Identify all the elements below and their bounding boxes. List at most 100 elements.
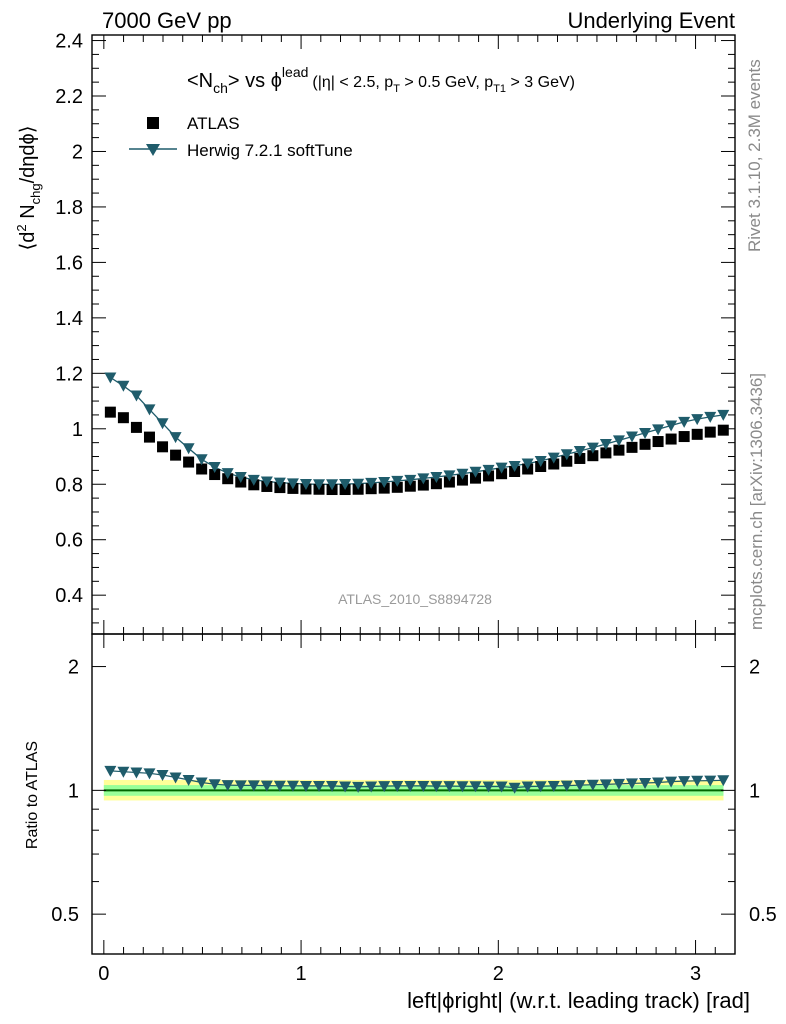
herwig-point [560,449,573,461]
ratio-point [208,779,221,791]
ratio-point [443,781,456,793]
ylabel-sub: chg [28,183,43,204]
atlas-point [613,444,625,456]
atlas-point [665,433,677,445]
atlas-point [209,469,221,481]
herwig-point [104,372,117,384]
ratio-plot-area [91,633,736,955]
atlas-point [717,424,729,436]
herwig-point [365,477,378,489]
herwig-point [456,468,469,480]
ratio-point [495,781,508,793]
main-y-tick-label: 1.4 [55,308,83,330]
atlas-point [561,455,573,467]
ratio-point [130,767,143,779]
ratio-point [534,781,547,793]
herwig-point [391,475,404,487]
herwig-point [378,477,391,489]
legend: ATLAS Herwig 7.2.1 softTune [129,114,353,160]
atlas-point [170,449,182,461]
ratio-y-tick-label-right: 2 [749,657,760,679]
ratio-point [365,781,378,793]
ratio-y-tick-label: 0.5 [51,904,79,926]
ratio-y-tick-label-right: 0.5 [749,904,777,926]
x-axis-label: left|ϕright| (w.r.t. leading track) [rad… [407,988,750,1013]
ratio-point [143,768,156,780]
ratio-point [678,776,691,788]
atlas-point [404,480,416,492]
ratio-point [286,780,299,792]
atlas-point [600,447,612,459]
herwig-point [443,470,456,482]
ratio-point [247,780,260,792]
ratio-point [326,780,339,792]
herwig-point [704,411,717,423]
herwig-point [521,458,534,470]
title-t: T [393,83,400,95]
herwig-point [130,390,143,402]
title-n: <N [187,70,213,92]
ratio-point [117,766,130,778]
atlas-point [483,470,495,482]
main-y-tick-label: 0.8 [55,474,83,496]
atlas-point [196,463,208,475]
herwig-point [234,472,247,484]
title-phi: ϕ [271,70,282,92]
herwig-point [691,414,704,426]
atlas-point [183,456,195,468]
ratio-point [391,780,404,792]
title-t1: T1 [493,83,506,95]
title-ch: ch [213,80,228,96]
herwig-point [508,460,521,472]
atlas-point [391,481,403,493]
herwig-point [639,427,652,439]
main-axis-ticks [92,35,736,634]
x-tick-label: 0 [98,963,109,985]
atlas-point [704,426,716,438]
ratio-point [352,781,365,793]
ratio-point [652,777,665,789]
ratio-point [612,778,625,790]
main-panel: 0.40.60.811.21.41.61.822.22.4 ⟨d2 Nchg/d… [14,31,736,635]
atlas-point [430,478,442,490]
ratio-point [586,779,599,791]
ratio-point [195,777,208,789]
ratio-point [417,780,430,792]
herwig-point [534,455,547,467]
ylabel-part-b: N [17,204,39,224]
herwig-point [665,420,678,432]
header-left: 7000 GeV pp [102,8,232,33]
atlas-point [157,441,169,453]
herwig-point [678,416,691,428]
herwig-point [495,462,508,474]
herwig-point [208,462,221,474]
atlas-point [639,438,651,450]
ratio-point [273,780,286,792]
herwig-point [573,445,586,457]
atlas-point [378,482,390,494]
atlas-point [548,458,560,470]
atlas-point [143,431,155,443]
herwig-point [482,464,495,476]
ratio-y-axis-label: Ratio to ATLAS [24,741,41,849]
herwig-point [717,409,730,421]
x-tick-label: 2 [493,963,504,985]
herwig-point [286,478,299,490]
main-y-tick-label: 2.4 [55,31,83,53]
herwig-point [299,478,312,490]
main-y-tick-label: 1.8 [55,197,83,219]
main-y-tick-label: 0.4 [55,585,83,607]
ratio-point [104,765,117,777]
title-cuts-a: (|η| < 2.5, p [312,74,393,91]
main-y-tick-labels: 0.4 0.6 0.8 1 1.2 1.4 1.6 1.8 2 2.2 2.4 [55,31,83,608]
herwig-point [612,435,625,447]
ratio-point [456,781,469,793]
herwig-point [195,454,208,466]
main-y-tick-label: 2 [72,141,83,163]
ratio-point [508,782,521,794]
herwig-point [117,380,130,392]
ratio-point [665,776,678,788]
ratio-point [626,778,639,790]
main-y-tick-label: 2.2 [55,86,83,108]
herwig-point [182,443,195,455]
